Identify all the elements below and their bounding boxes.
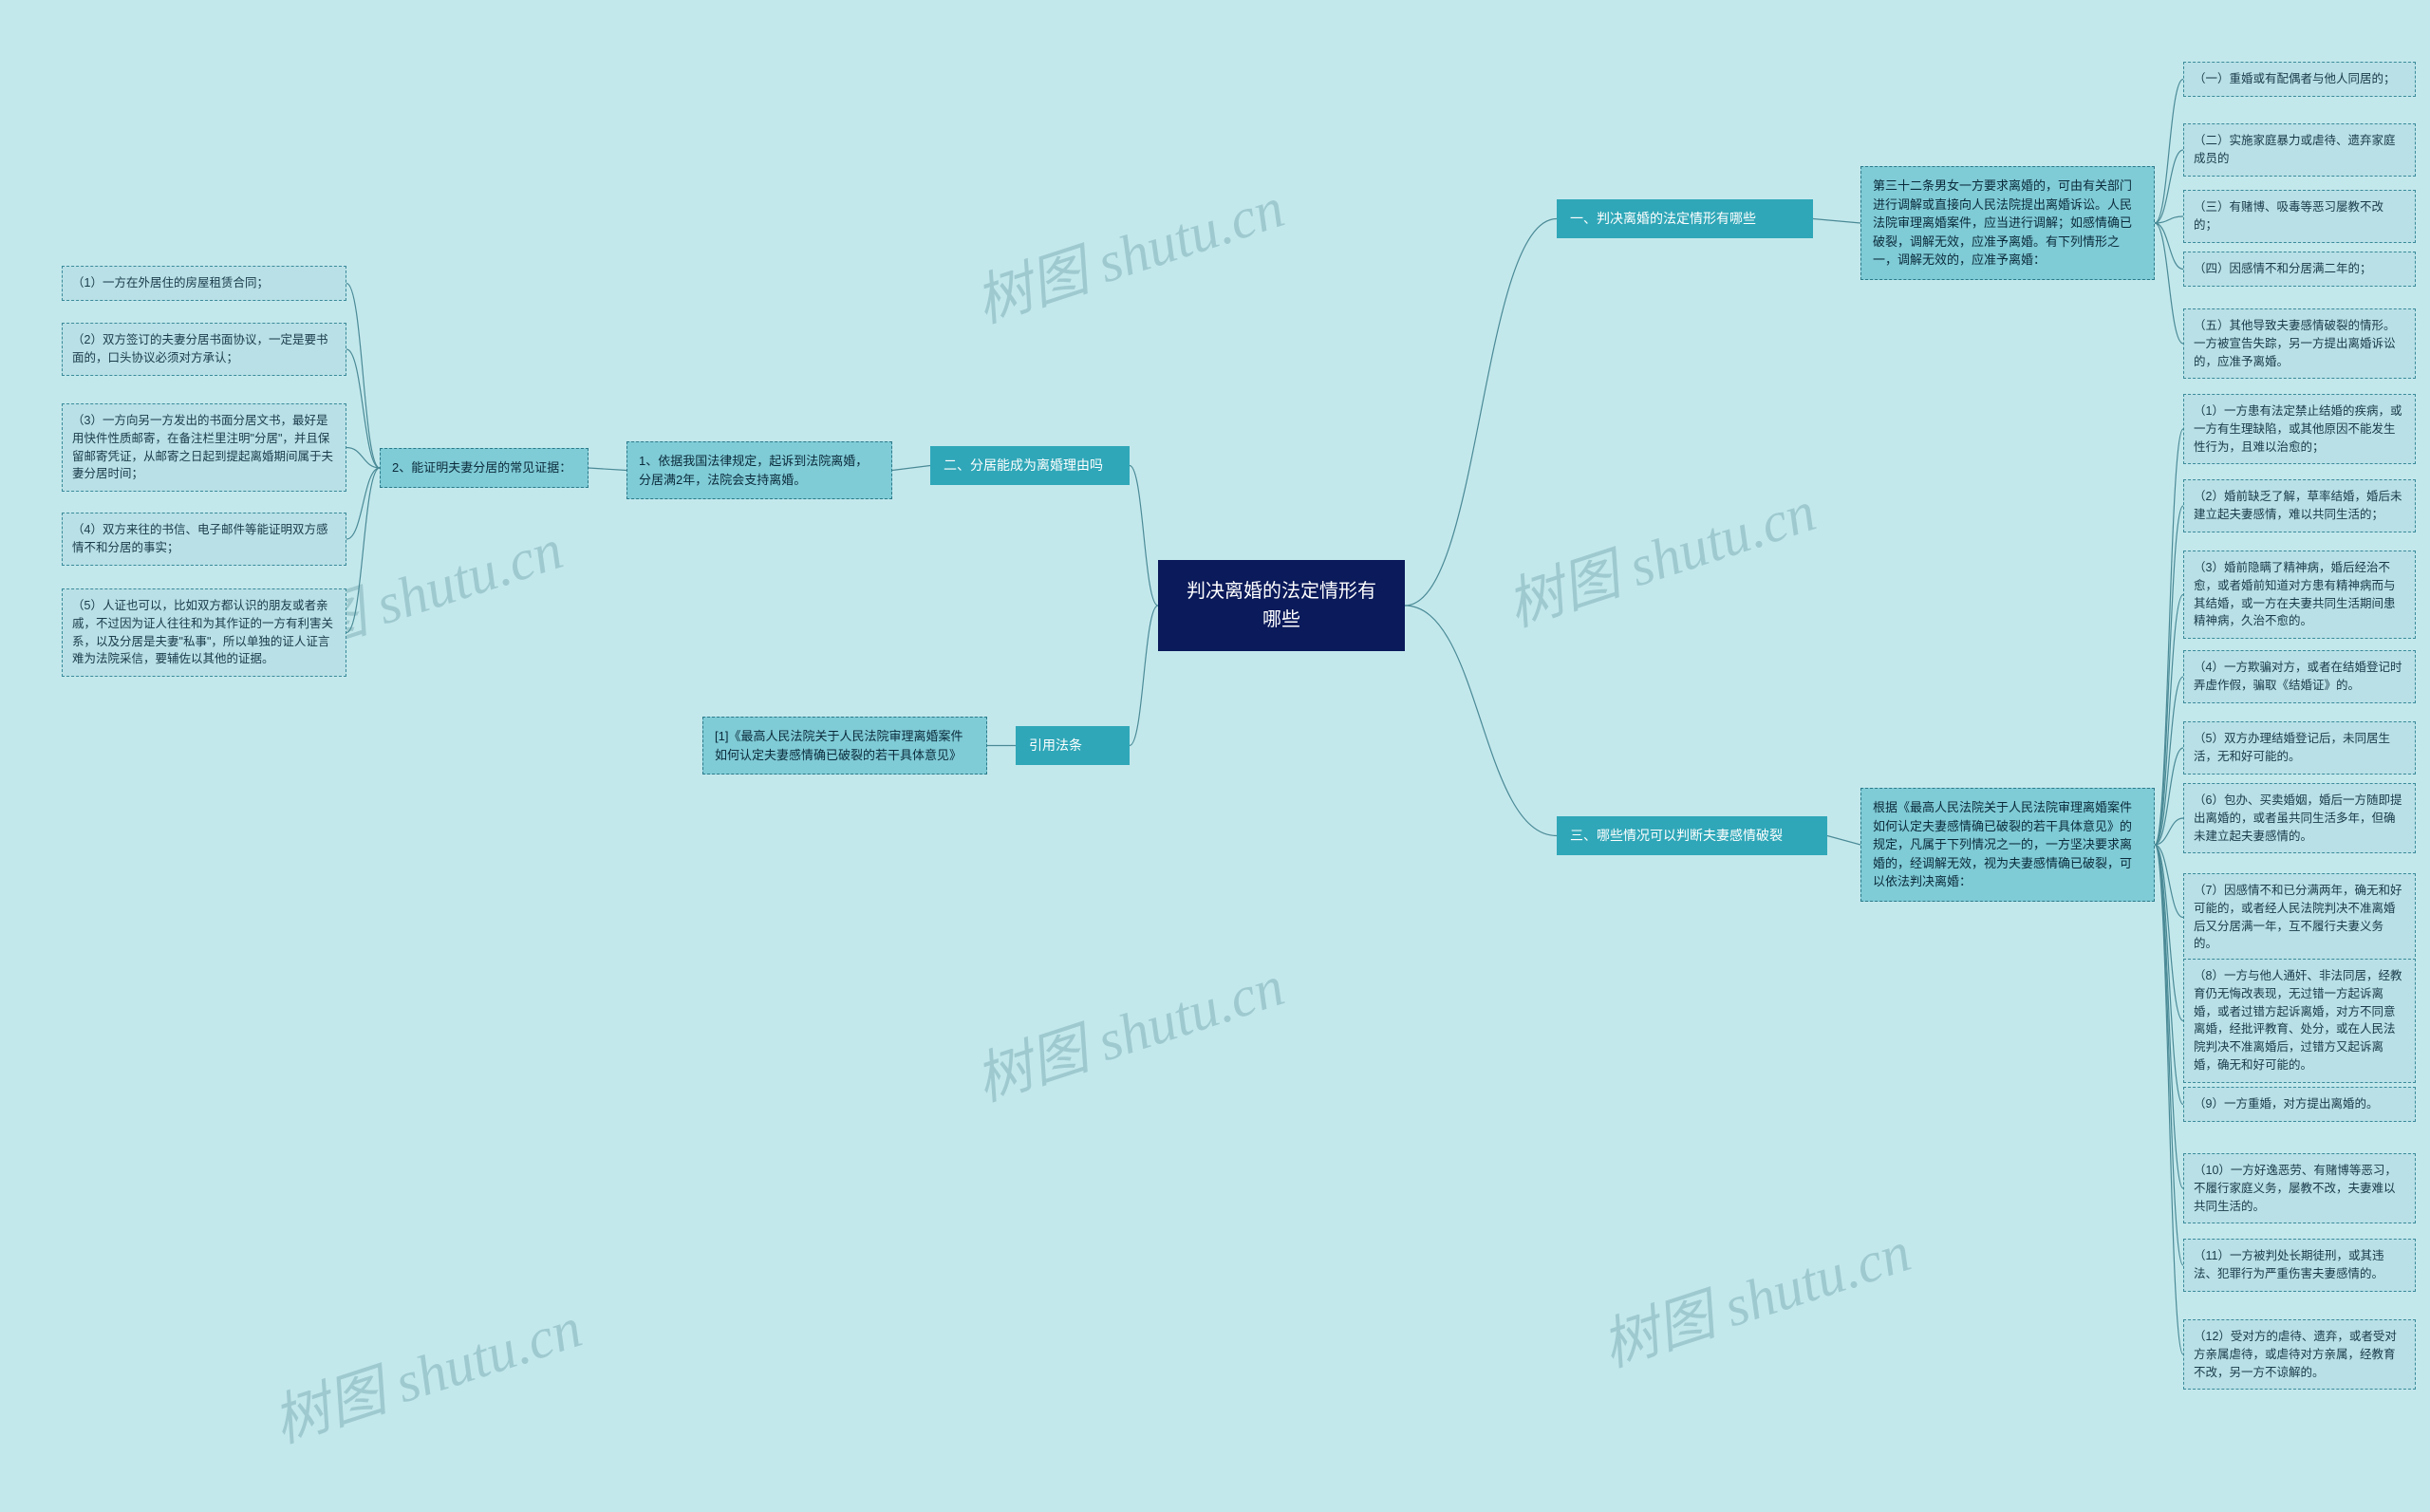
branch-1-leaf: （三）有赌博、吸毒等恶习屡教不改的； [2183, 190, 2416, 243]
branch-3-leaf: （5）双方办理结婚登记后，未同居生活，无和好可能的。 [2183, 721, 2416, 775]
branch-3: 三、哪些情况可以判断夫妻感情破裂 [1557, 816, 1827, 855]
watermark: 树图 shutu.cn [963, 940, 1293, 1117]
watermark: 树图 shutu.cn [963, 161, 1293, 339]
branch-2-leaf: （2）双方签订的夫妻分居书面协议，一定是要书面的，口头协议必须对方承认； [62, 323, 346, 376]
branch-1: 一、判决离婚的法定情形有哪些 [1557, 199, 1813, 238]
branch-3-leaf: （6）包办、买卖婚姻，婚后一方随即提出离婚的，或者虽共同生活多年，但确未建立起夫… [2183, 783, 2416, 853]
branch-3-leaf: （10）一方好逸恶劳、有赌博等恶习，不履行家庭义务，屡教不改，夫妻难以共同生活的… [2183, 1153, 2416, 1223]
watermark: 树图 shutu.cn [261, 1281, 590, 1459]
branch-1-leaf: （五）其他导致夫妻感情破裂的情形。一方被宣告失踪，另一方提出离婚诉讼的，应准予离… [2183, 308, 2416, 379]
root-node: 判决离婚的法定情形有哪些 [1158, 560, 1405, 651]
branch-1-sub: 第三十二条男女一方要求离婚的，可由有关部门进行调解或直接向人民法院提出离婚诉讼。… [1860, 166, 2155, 280]
branch-3-leaf: （7）因感情不和已分满两年，确无和好可能的，或者经人民法院判决不准离婚后又分居满… [2183, 873, 2416, 961]
branch-3-leaf: （12）受对方的虐待、遗弃，或者受对方亲属虐待，或虐待对方亲属，经教育不改，另一… [2183, 1319, 2416, 1390]
branch-3-leaf: （4）一方欺骗对方，或者在结婚登记时弄虚作假，骗取《结婚证》的。 [2183, 650, 2416, 703]
branch-2-leaf: （5）人证也可以，比如双方都认识的朋友或者亲戚，不过因为证人往往和为其作证的一方… [62, 588, 346, 677]
branch-3-leaf: （2）婚前缺乏了解，草率结婚，婚后未建立起夫妻感情，难以共同生活的； [2183, 479, 2416, 532]
branch-3-leaf: （11）一方被判处长期徒刑，或其违法、犯罪行为严重伤害夫妻感情的。 [2183, 1239, 2416, 1292]
branch-3-leaf: （3）婚前隐瞒了精神病，婚后经治不愈，或者婚前知道对方患有精神病而与其结婚，或一… [2183, 551, 2416, 639]
branch-2-step2: 2、能证明夫妻分居的常见证据： [380, 448, 589, 488]
branch-3-leaf: （8）一方与他人通奸、非法同居，经教育仍无悔改表现，无过错一方起诉离婚，或者过错… [2183, 959, 2416, 1083]
branch-4: 引用法条 [1016, 726, 1130, 765]
branch-4-sub: [1]《最高人民法院关于人民法院审理离婚案件如何认定夫妻感情确已破裂的若干具体意… [702, 717, 987, 775]
branch-2-leaf: （1）一方在外居住的房屋租赁合同； [62, 266, 346, 301]
branch-1-leaf: （一）重婚或有配偶者与他人同居的； [2183, 62, 2416, 97]
branch-1-leaf: （四）因感情不和分居满二年的； [2183, 252, 2416, 287]
branch-2-leaf: （3）一方向另一方发出的书面分居文书，最好是用快件性质邮寄，在备注栏里注明"分居… [62, 403, 346, 492]
branch-3-leaf: （9）一方重婚，对方提出离婚的。 [2183, 1087, 2416, 1122]
branch-3-leaf: （1）一方患有法定禁止结婚的疾病，或一方有生理缺陷，或其他原因不能发生性行为，且… [2183, 394, 2416, 464]
branch-2-step1: 1、依据我国法律规定，起诉到法院离婚，分居满2年，法院会支持离婚。 [626, 441, 892, 499]
watermark: 树图 shutu.cn [1590, 1205, 1919, 1383]
branch-2-leaf: （4）双方来往的书信、电子邮件等能证明双方感情不和分居的事实； [62, 513, 346, 566]
branch-3-sub: 根据《最高人民法院关于人民法院审理离婚案件如何认定夫妻感情确已破裂的若干具体意见… [1860, 788, 2155, 902]
watermark: 树图 shutu.cn [1495, 465, 1824, 643]
branch-2: 二、分居能成为离婚理由吗 [930, 446, 1130, 485]
branch-1-leaf: （二）实施家庭暴力或虐待、遗弃家庭成员的 [2183, 123, 2416, 177]
